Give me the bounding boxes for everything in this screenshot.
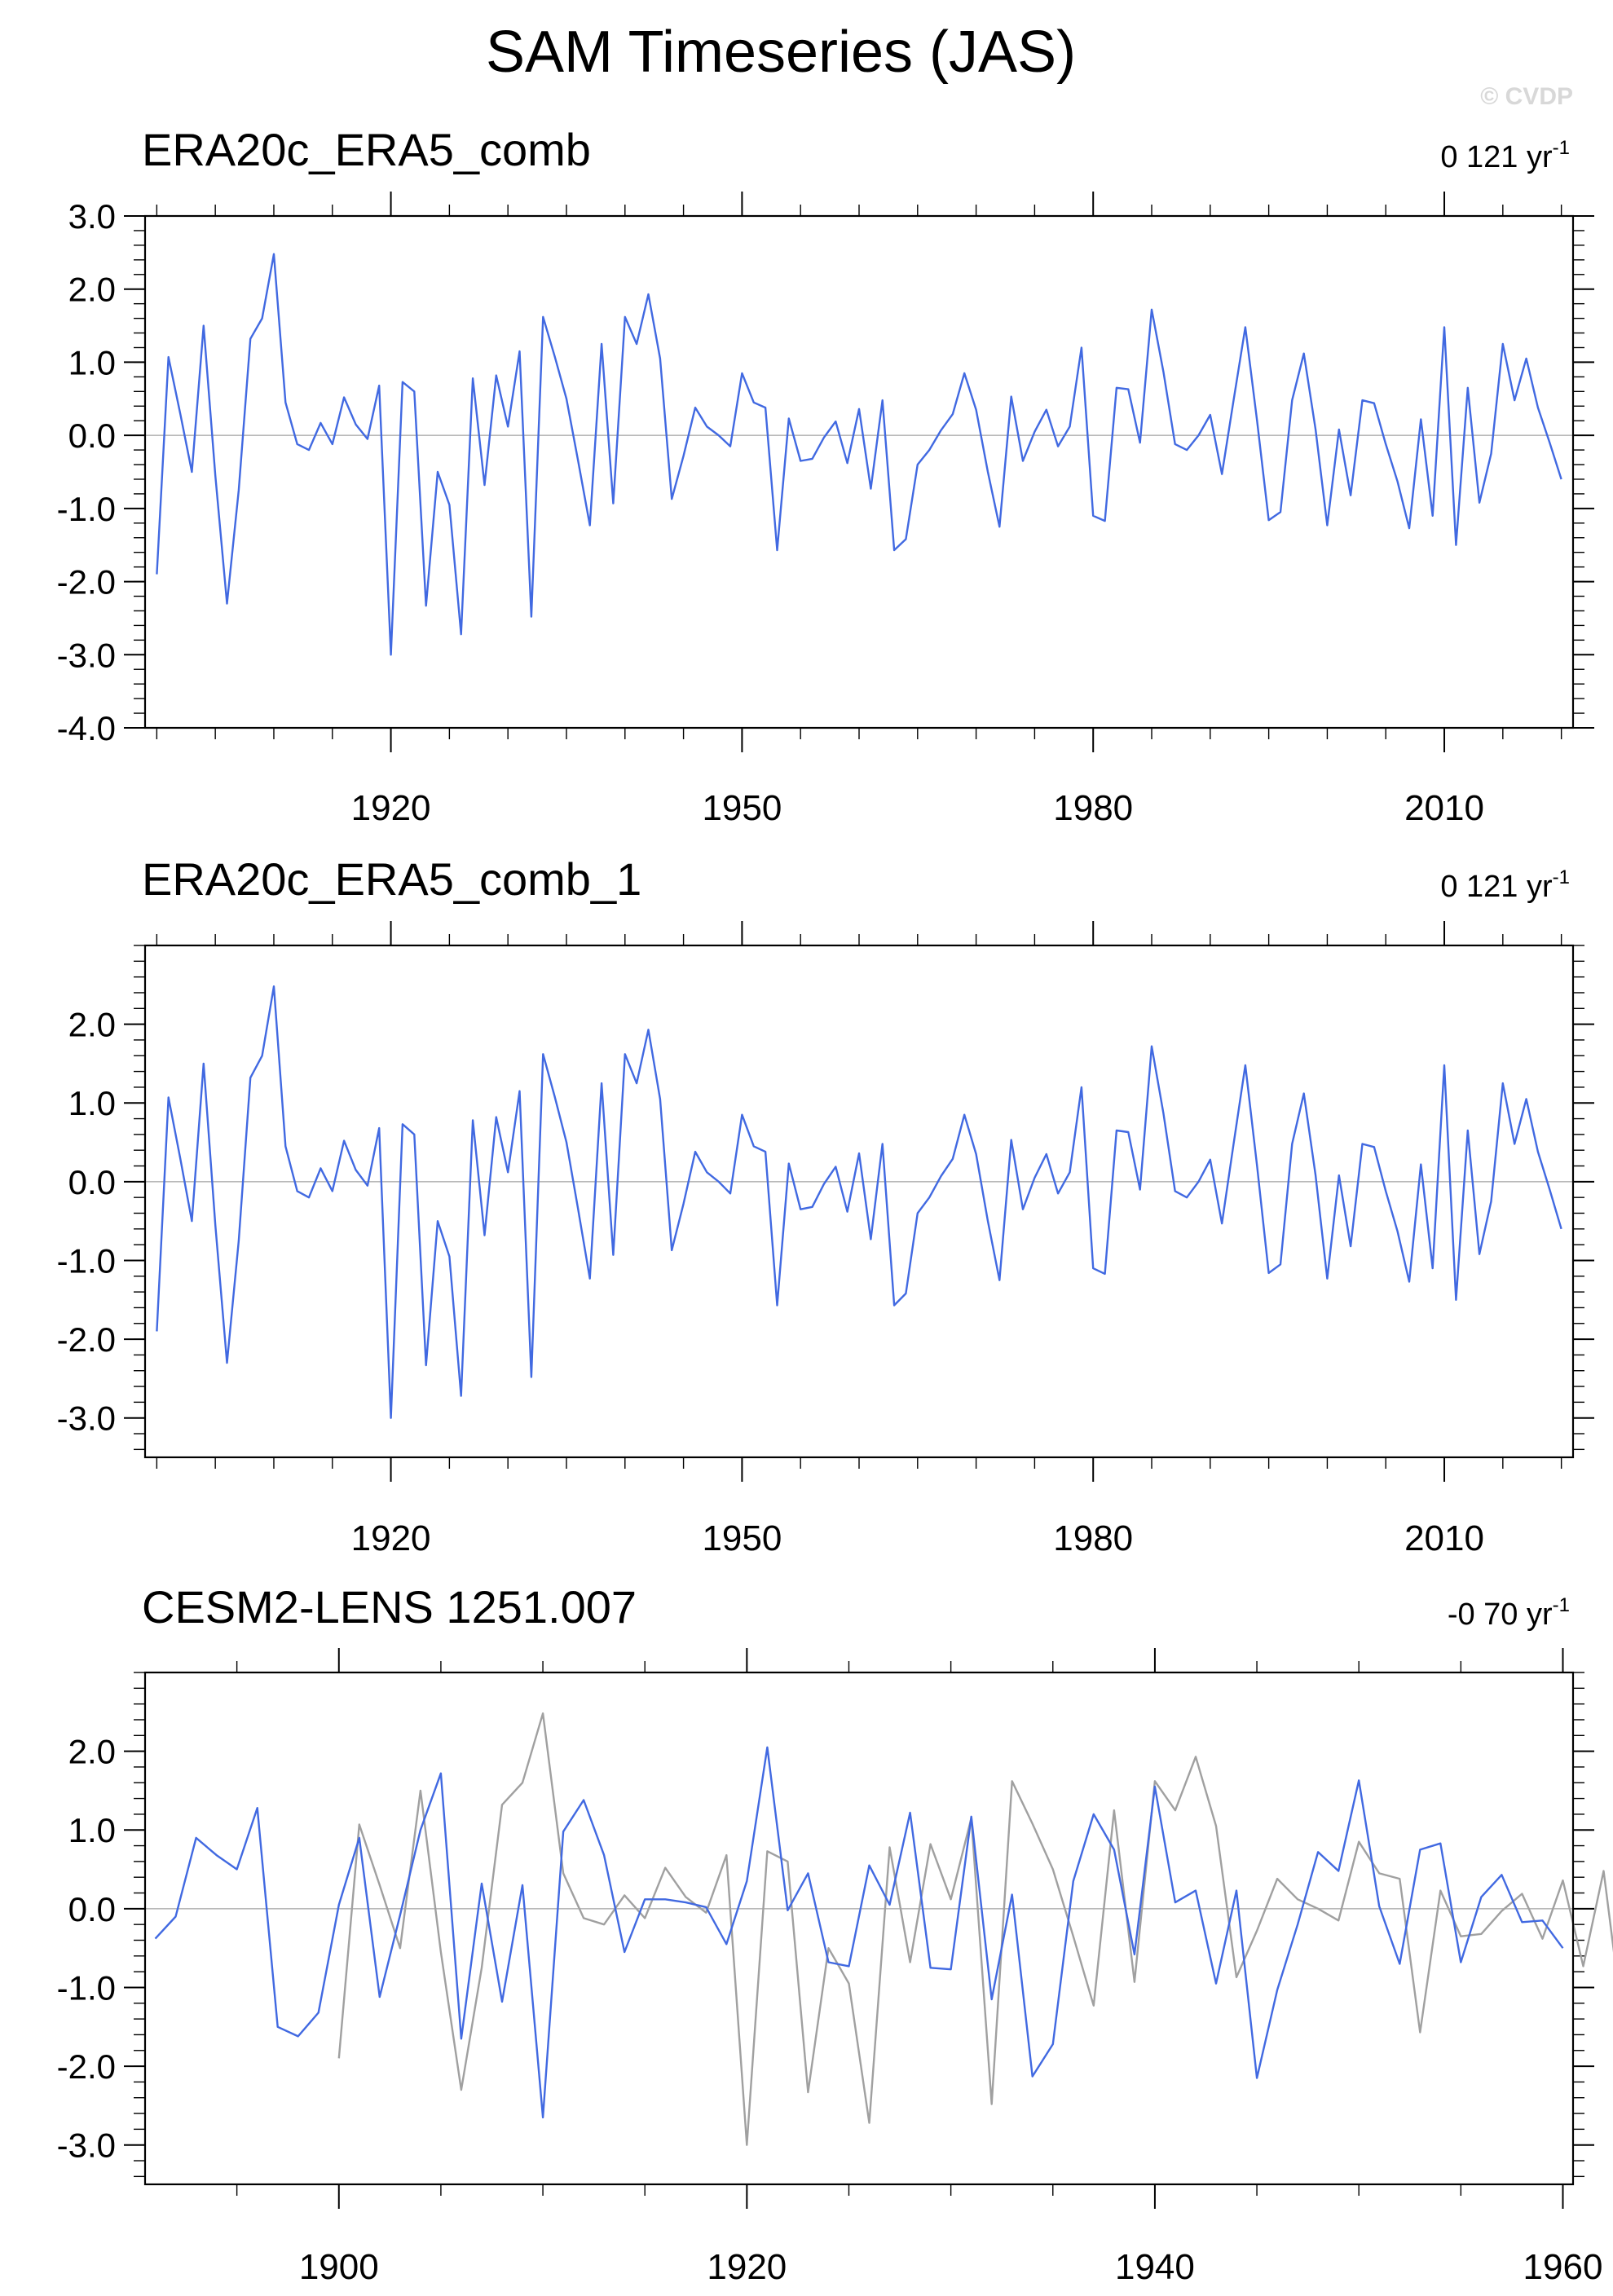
- plot-frame: [143, 944, 1575, 1459]
- figure-title: SAM Timeseries (JAS): [486, 20, 1076, 85]
- x-tick-label: 2010: [1404, 788, 1484, 828]
- y-tick-label: -2.0: [57, 1320, 116, 1359]
- y-tick-label: 1.0: [68, 1811, 116, 1849]
- x-tick-label: 1920: [351, 1518, 431, 1558]
- x-tick-label: 1960: [1523, 2247, 1603, 2287]
- y-tick-label: -1.0: [57, 490, 116, 528]
- panel-title: ERA20c_ERA5_comb_1: [142, 853, 641, 905]
- chart-panel-3: CESM2-LENS 1251.007 -0 70 yr-1 -3.0 -2.0 -1.…: [57, 1581, 1613, 2287]
- panel-title: ERA20c_ERA5_comb: [142, 124, 591, 175]
- chart-panel-2: ERA20c_ERA5_comb_1 0 121 yr-1 -3.0 -2.0 -1.0…: [57, 853, 1594, 1558]
- series-line-1: [156, 985, 1562, 1419]
- x-tick-label: 1920: [707, 2247, 787, 2287]
- y-tick-label: -3.0: [57, 1399, 116, 1438]
- y-tick-label: 1.0: [68, 343, 116, 381]
- chart-panels: ERA20c_ERA5_comb 0 121 yr-1-4.0-3.0-2.0-1…: [57, 124, 1613, 2287]
- trend-value: -0 70: [1448, 1598, 1527, 1632]
- trend-label: -0 70 yr-1: [1448, 1594, 1570, 1632]
- y-tick-label: 2.0: [68, 271, 116, 309]
- y-tick-label: 2.0: [68, 1733, 116, 1771]
- x-tick-label: 1920: [351, 788, 431, 828]
- y-tick-label: 3.0: [68, 197, 116, 236]
- y-tick-label: -1.0: [57, 1241, 116, 1280]
- y-tick-label: -4.0: [57, 709, 116, 747]
- y-tick-label: -3.0: [57, 636, 116, 674]
- x-tick-label: 1950: [702, 1518, 782, 1558]
- y-tick-label: 0.0: [68, 416, 116, 455]
- x-tick-label: 1940: [1115, 2247, 1195, 2287]
- x-tick-label: 1900: [299, 2247, 379, 2287]
- cvdp-watermark: © CVDP: [1480, 83, 1573, 110]
- trend-label: 0 121 yr-1: [1440, 137, 1570, 174]
- y-tick-label: 0.0: [68, 1890, 116, 1928]
- y-tick-label: -2.0: [57, 2047, 116, 2086]
- trend-value: 0 121: [1440, 870, 1527, 904]
- y-tick-label: 1.0: [68, 1084, 116, 1122]
- x-tick-label: 1950: [702, 788, 782, 828]
- trend-unit: yr: [1527, 140, 1553, 174]
- trend-exponent: -1: [1553, 866, 1570, 888]
- panel-title: CESM2-LENS 1251.007: [142, 1581, 637, 1633]
- y-tick-label: -3.0: [57, 2126, 116, 2165]
- y-tick-label: 0.0: [68, 1163, 116, 1201]
- trend-exponent: -1: [1553, 137, 1570, 159]
- series-line-observed: [337, 1712, 1613, 2146]
- trend-exponent: -1: [1553, 1594, 1570, 1616]
- y-tick-label: -1.0: [57, 1968, 116, 2007]
- plot-frame: [143, 214, 1575, 729]
- trend-unit: yr: [1527, 870, 1553, 904]
- y-tick-label: -2.0: [57, 563, 116, 602]
- x-tick-label: 1980: [1053, 788, 1133, 828]
- y-tick-label: 2.0: [68, 1006, 116, 1044]
- plot-frame: [143, 1671, 1575, 2186]
- trend-unit: yr: [1527, 1598, 1553, 1632]
- trend-label: 0 121 yr-1: [1440, 866, 1570, 904]
- series-line-1: [156, 253, 1562, 656]
- series-line-1: [154, 1746, 1564, 2119]
- chart-panel-1: ERA20c_ERA5_comb 0 121 yr-1 -4.0 -3.0 -2.0 -1…: [57, 124, 1594, 828]
- trend-value: 0 121: [1440, 140, 1527, 174]
- x-tick-label: 2010: [1404, 1518, 1484, 1558]
- x-tick-label: 1980: [1053, 1518, 1133, 1558]
